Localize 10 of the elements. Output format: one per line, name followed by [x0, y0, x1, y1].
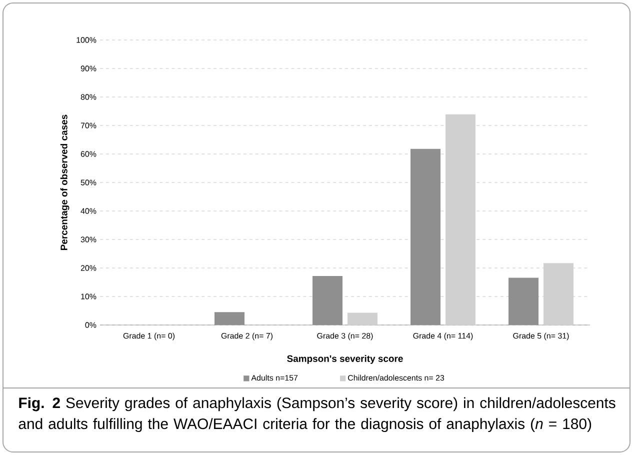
bar: [410, 148, 441, 325]
bar: [214, 312, 245, 325]
bar: [446, 114, 476, 325]
y-axis-title: Percentage of observed cases: [60, 114, 70, 250]
bar: [348, 312, 378, 325]
text: Fig. 2 Severity grades of anaphylaxis (Sampson’s severity score) in children/adolescents and adults fulfilling the WAO/EAACI criteria for the diagnosis of anaphylaxis (n = 180): [18, 397, 616, 432]
bar: [312, 276, 343, 325]
x-axis-title: Sampson's severity score: [287, 355, 403, 364]
bar: [508, 278, 539, 325]
bar: [544, 263, 574, 325]
